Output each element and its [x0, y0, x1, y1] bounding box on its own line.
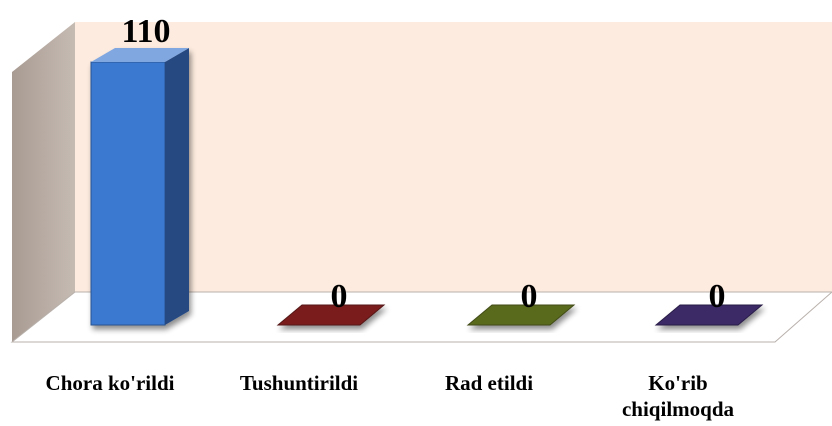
category-label-3: Rad etildi [445, 371, 533, 395]
category-label-2: Tushuntirildi [240, 371, 358, 395]
bar-3 [466, 304, 576, 326]
value-label-1: 110 [121, 13, 170, 50]
category-label-4: Ko'rib chiqilmoqda [622, 371, 735, 421]
bar-1 [90, 48, 189, 326]
bar-4 [654, 304, 764, 326]
value-label-3: 0 [521, 278, 538, 315]
chart-floor [10, 291, 832, 343]
value-label-2: 0 [331, 278, 348, 315]
bar-2 [276, 304, 386, 326]
chart-back-wall [75, 22, 832, 292]
chart-side-wall [12, 22, 75, 342]
value-label-4: 0 [709, 278, 726, 315]
category-label-1: Chora ko'rildi [46, 371, 175, 395]
